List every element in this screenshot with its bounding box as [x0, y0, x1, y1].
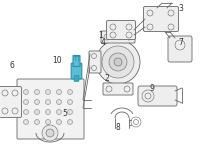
FancyBboxPatch shape [144, 6, 179, 31]
Circle shape [42, 125, 58, 141]
FancyBboxPatch shape [101, 31, 135, 43]
Circle shape [57, 110, 62, 115]
Text: 4: 4 [101, 37, 105, 46]
Circle shape [57, 100, 62, 105]
FancyBboxPatch shape [89, 51, 101, 73]
Circle shape [24, 110, 29, 115]
Circle shape [35, 120, 40, 125]
Circle shape [68, 110, 72, 115]
Circle shape [68, 100, 72, 105]
FancyBboxPatch shape [168, 36, 192, 62]
Circle shape [46, 110, 50, 115]
Circle shape [24, 120, 29, 125]
Text: 10: 10 [52, 56, 62, 65]
FancyBboxPatch shape [74, 76, 79, 81]
FancyBboxPatch shape [103, 83, 133, 95]
Circle shape [57, 120, 62, 125]
Circle shape [46, 100, 50, 105]
Circle shape [24, 100, 29, 105]
Ellipse shape [102, 46, 134, 78]
Text: 6: 6 [10, 61, 14, 70]
Circle shape [46, 90, 50, 95]
Circle shape [35, 100, 40, 105]
FancyBboxPatch shape [73, 56, 80, 66]
FancyBboxPatch shape [138, 86, 177, 106]
FancyBboxPatch shape [0, 86, 22, 117]
Circle shape [57, 90, 62, 95]
Text: 2: 2 [105, 74, 109, 82]
Text: 5: 5 [63, 108, 67, 117]
Circle shape [46, 120, 50, 125]
FancyBboxPatch shape [17, 79, 84, 139]
Ellipse shape [96, 40, 140, 84]
Circle shape [68, 90, 72, 95]
Circle shape [24, 90, 29, 95]
Text: 8: 8 [116, 123, 120, 132]
Ellipse shape [114, 58, 122, 66]
Circle shape [46, 129, 54, 137]
FancyBboxPatch shape [106, 20, 136, 40]
Text: 1: 1 [99, 30, 103, 40]
Text: 7: 7 [179, 37, 183, 46]
Text: 3: 3 [179, 4, 183, 12]
Circle shape [35, 90, 40, 95]
Ellipse shape [109, 53, 127, 71]
Circle shape [68, 120, 72, 125]
Circle shape [35, 110, 40, 115]
Text: 9: 9 [150, 83, 154, 92]
FancyBboxPatch shape [71, 63, 82, 79]
